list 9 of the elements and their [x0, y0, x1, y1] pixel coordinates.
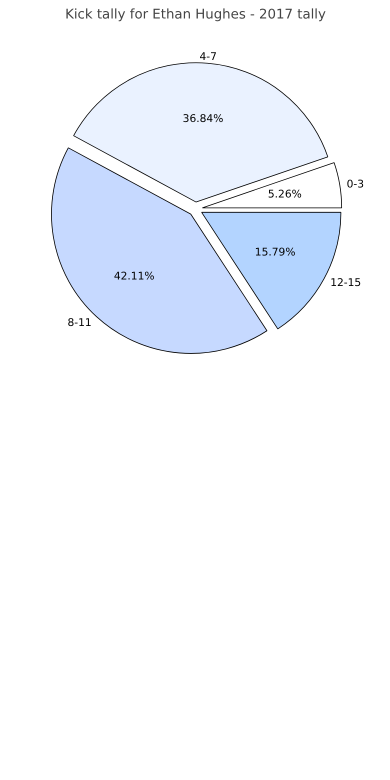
data-label: 36.84%	[182, 112, 224, 126]
chart-title: Kick tally for Ethan Hughes - 2017 tally	[65, 8, 326, 22]
slice-label: 4-7	[199, 50, 217, 63]
data-label: 5.26%	[268, 188, 302, 201]
data-label: 15.79%	[254, 246, 296, 259]
slice-label: 12-15	[330, 276, 362, 290]
slice-label: 0-3	[346, 178, 364, 191]
slice-label: 8-11	[68, 316, 92, 329]
data-label: 42.11%	[114, 269, 154, 282]
